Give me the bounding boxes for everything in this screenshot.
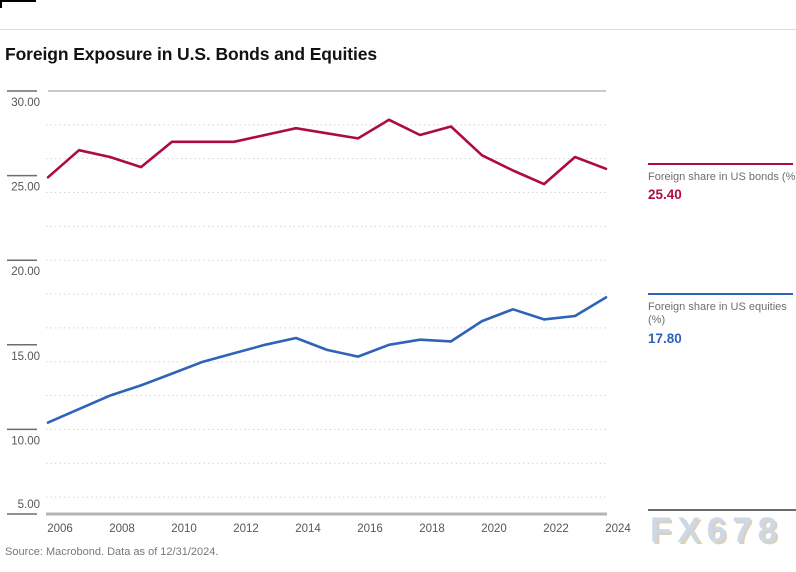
crop-corner-mark-vertical [0,0,2,8]
x-tick-label: 2010 [171,523,197,535]
bonds-current-value: 25.40 [648,187,682,203]
y-tick-label: 15.00 [11,351,40,363]
legend-equities: Foreign share in US equities (%) 17.80 [648,293,796,346]
y-tick-label: 25.00 [11,182,40,194]
bonds-color-swatch-line [648,163,793,165]
right-baseline-separator [648,509,796,511]
page-title: Foreign Exposure in U.S. Bonds and Equit… [5,44,377,64]
source-note: Source: Macrobond. Data as of 12/31/2024… [5,546,219,558]
equities-line [46,296,608,424]
x-tick-label: 2014 [295,523,321,535]
legend-bonds: Foreign share in US bonds (%) 25.40 [648,163,796,202]
top-separator-line [0,29,796,30]
x-tick-label: 2024 [605,523,631,535]
x-tick-label: 2006 [47,523,73,535]
y-tick-label: 10.00 [11,435,40,447]
x-tick-label: 2018 [419,523,445,535]
bonds-line [46,118,608,186]
equities-legend-label: Foreign share in US equities (%) [648,301,787,327]
x-tick-label: 2016 [357,523,383,535]
bonds-legend-label: Foreign share in US bonds (%) [648,171,796,183]
x-tick-label: 2008 [109,523,135,535]
equities-current-value: 17.80 [648,330,682,346]
crop-corner-mark-horizontal [0,0,36,2]
y-tick-label: 5.00 [18,499,40,511]
y-tick-label: 20.00 [11,266,40,278]
equities-color-swatch-line [648,293,793,295]
x-tick-label: 2022 [543,523,569,535]
x-tick-label: 2020 [481,523,507,535]
x-tick-label: 2012 [233,523,259,535]
y-tick-label: 30.00 [11,97,40,109]
watermark-fx678: FX678 [650,511,784,550]
